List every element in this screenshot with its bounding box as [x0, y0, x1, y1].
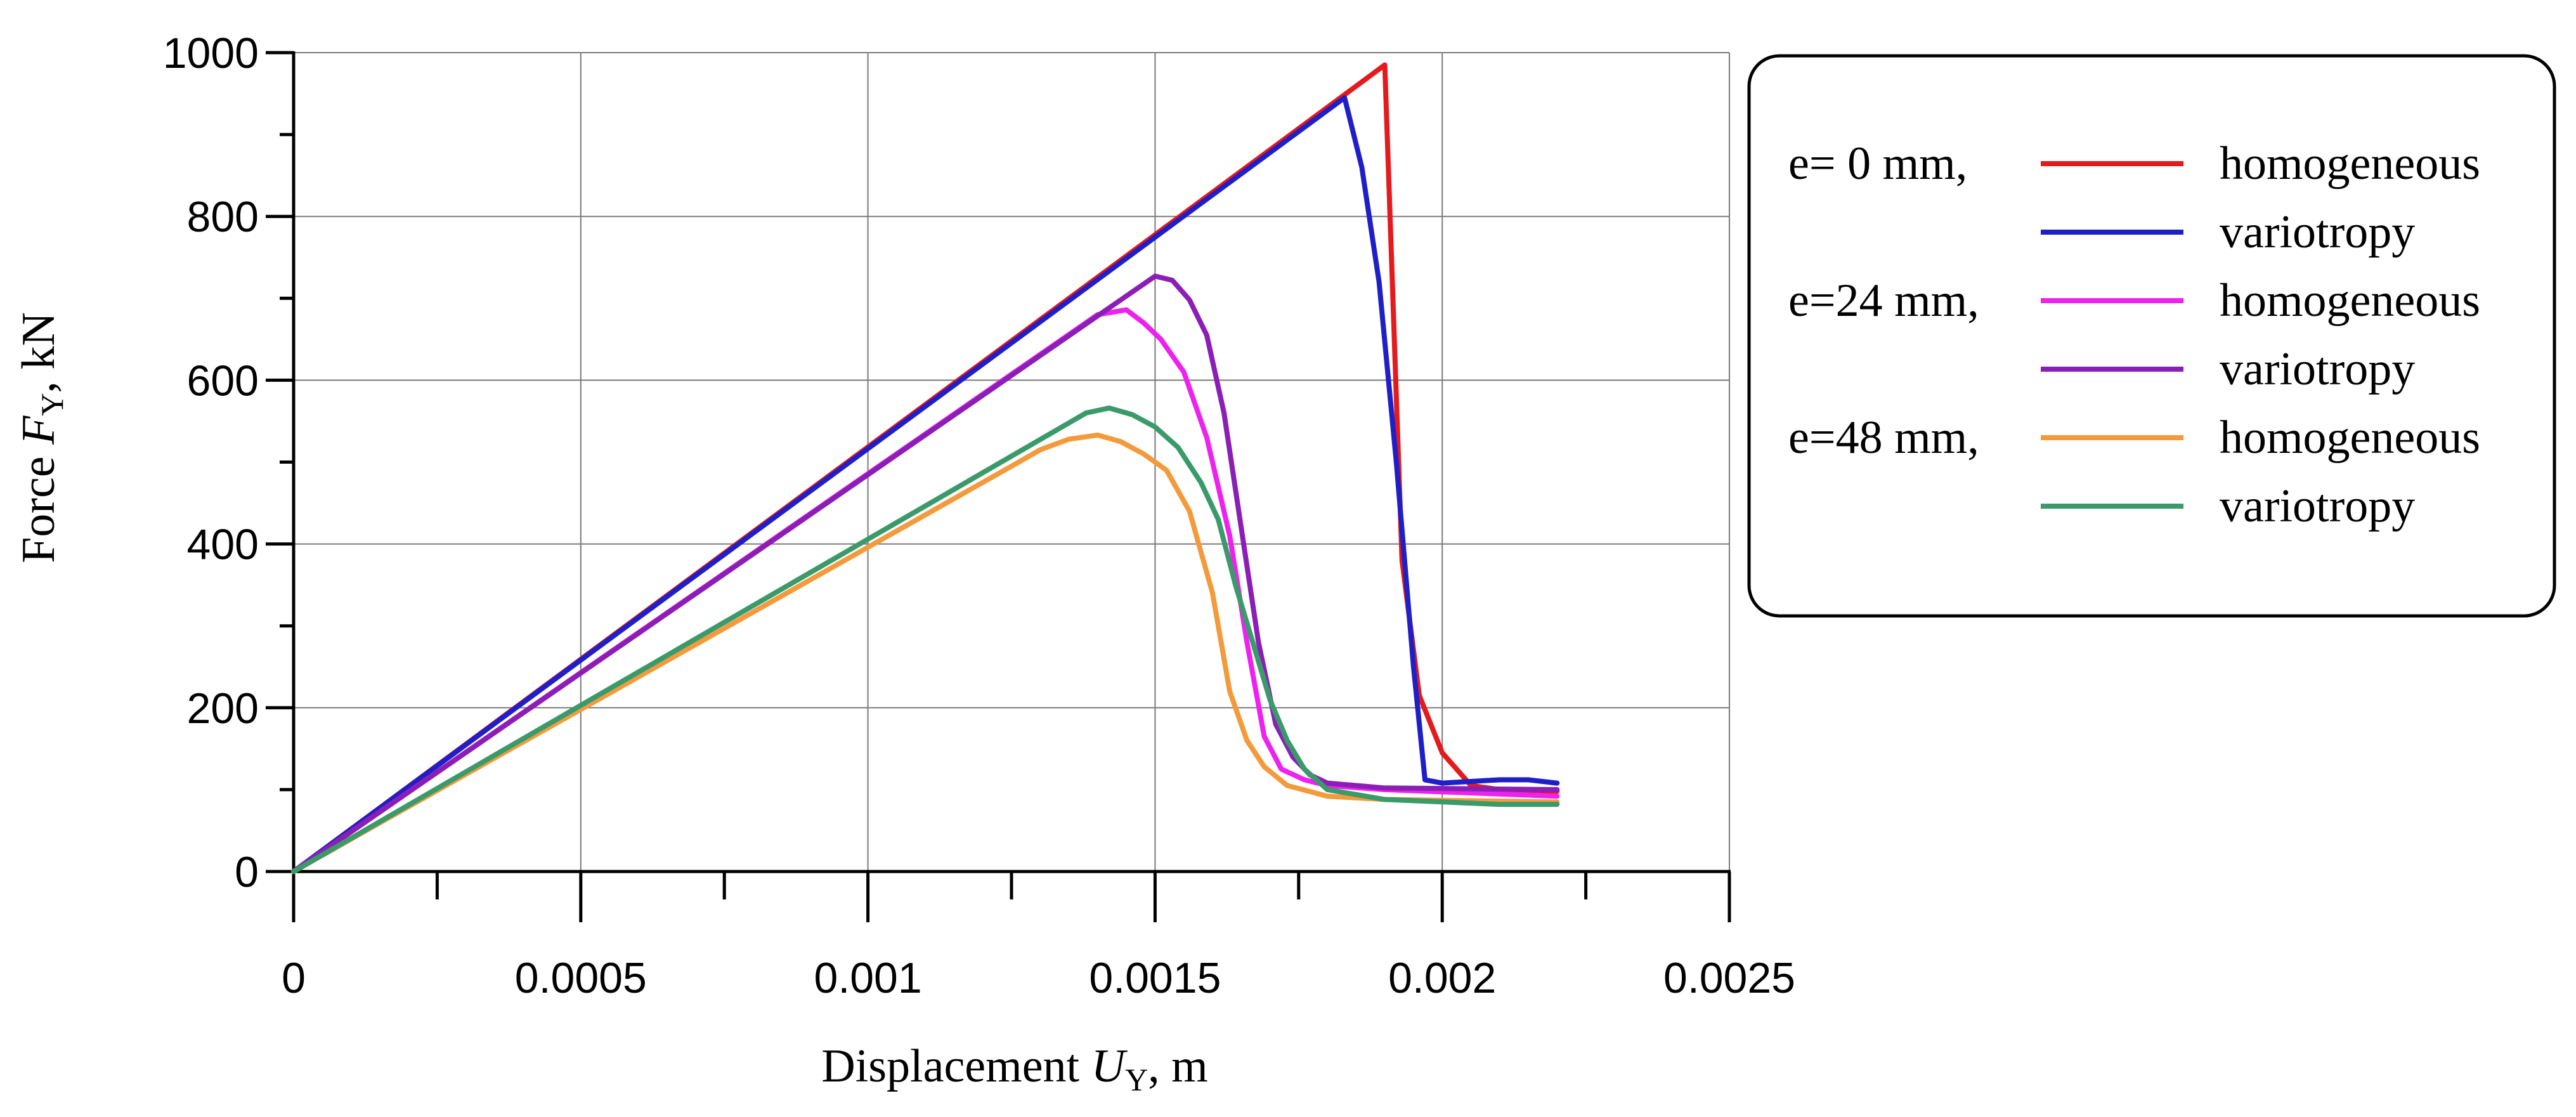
series-line-variotropy-e0mm	[291, 95, 1560, 874]
legend-group-label: e= 0 mm,	[1788, 138, 1967, 190]
x-axis-title-sub: Y	[1125, 1062, 1148, 1097]
legend-series-label: homogeneous	[2220, 412, 2480, 464]
x-tick-label: 0.0005	[515, 954, 647, 1002]
y-tick-label: 800	[187, 193, 259, 241]
legend-group-label: e=24 mm,	[1788, 275, 1979, 327]
y-axis-title-suffix: , kN	[13, 312, 65, 393]
tick-labels: 0 0.0005 0.001 0.0015 0.002 0.0025 0 200 400 600 8…	[163, 29, 1795, 1002]
x-tick-label: 0	[282, 954, 306, 1002]
x-tick-label: 0.0025	[1663, 954, 1795, 1002]
legend-items: e= 0 mm, homogeneous variotropy e=24 mm, hom…	[1788, 138, 2480, 532]
x-axis-title-prefix: Displacement	[821, 1040, 1091, 1092]
legend-group-label: e=48 mm,	[1788, 412, 1979, 464]
series-line-variotropy-e24mm	[291, 273, 1560, 874]
axes	[266, 51, 1731, 922]
series-lines	[291, 62, 1560, 874]
legend-series-label: homogeneous	[2220, 138, 2480, 190]
x-axis-title-symbol: U	[1091, 1040, 1128, 1092]
y-tick-label: 600	[187, 356, 259, 405]
y-axis-title: Force FY, kN	[13, 312, 70, 563]
legend-series-label: variotropy	[2220, 343, 2415, 395]
series-line-variotropy-e48mm	[291, 405, 1560, 874]
legend: e= 0 mm, homogeneous variotropy e=24 mm, hom…	[1747, 54, 2556, 618]
x-tick-label: 0.001	[814, 954, 922, 1002]
y-axis-title-sub: Y	[34, 393, 70, 416]
x-axis-title: Displacement UY, m	[821, 1040, 1207, 1097]
legend-series-label: homogeneous	[2220, 275, 2480, 327]
y-tick-label: 1000	[163, 29, 259, 77]
legend-box	[1747, 54, 2556, 618]
x-tick-label: 0.0015	[1089, 954, 1221, 1002]
legend-series-label: variotropy	[2220, 206, 2415, 258]
y-tick-label: 200	[187, 684, 259, 733]
y-tick-label: 0	[235, 848, 259, 896]
y-axis-title-symbol: F	[13, 415, 65, 445]
y-axis-title-prefix: Force	[13, 445, 65, 563]
series-line-homogeneous-e0mm	[291, 62, 1560, 874]
x-axis-title-suffix: , m	[1148, 1040, 1208, 1092]
series-line-homogeneous-e48mm	[291, 432, 1560, 874]
legend-series-label: variotropy	[2220, 480, 2415, 532]
y-tick-label: 400	[187, 521, 259, 569]
x-tick-label: 0.002	[1388, 954, 1496, 1002]
